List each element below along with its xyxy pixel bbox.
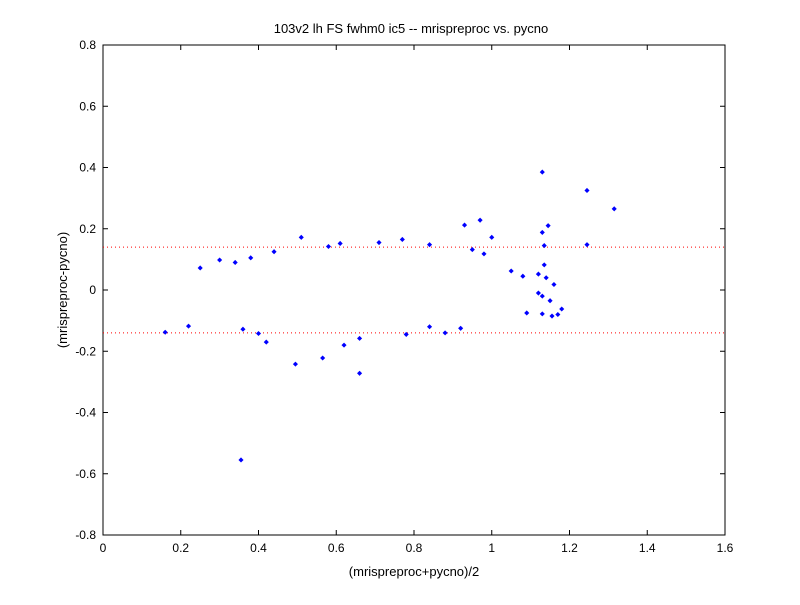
data-point bbox=[248, 255, 254, 261]
data-point bbox=[535, 271, 541, 277]
x-tick-label: 1.6 bbox=[717, 541, 734, 555]
y-tick-label: 0.6 bbox=[79, 99, 96, 113]
data-point bbox=[584, 187, 590, 194]
data-point bbox=[458, 325, 464, 331]
x-tick-label: 0.6 bbox=[328, 541, 345, 555]
x-tick-label: 0 bbox=[100, 541, 107, 555]
data-point bbox=[292, 361, 298, 367]
plot-area bbox=[102, 44, 726, 536]
data-point bbox=[427, 242, 433, 248]
x-tick-label: 1 bbox=[488, 541, 495, 555]
data-point bbox=[543, 275, 549, 281]
y-tick-label: -0.6 bbox=[75, 467, 96, 481]
data-point bbox=[217, 257, 223, 263]
y-axis-label: (mrispreproc-pycno) bbox=[55, 232, 70, 348]
data-point bbox=[403, 331, 409, 337]
data-point bbox=[320, 355, 326, 361]
x-tick-label: 0.4 bbox=[250, 541, 267, 555]
data-point bbox=[185, 323, 192, 329]
data-point bbox=[255, 330, 262, 337]
data-point bbox=[549, 313, 555, 319]
data-point bbox=[477, 217, 483, 223]
data-point bbox=[551, 281, 557, 288]
data-point bbox=[197, 265, 203, 271]
data-point bbox=[469, 247, 475, 253]
data-point bbox=[357, 335, 363, 341]
data-point bbox=[232, 259, 238, 265]
data-point bbox=[238, 457, 244, 463]
data-point bbox=[341, 342, 347, 348]
y-tick-label: 0.8 bbox=[79, 38, 96, 52]
data-point bbox=[399, 236, 405, 243]
axis-ticks: 0 0.2 0.4 0.6 0.8 1 1.2 1.4 1.6 -0.8 -0.6 -0.4 -0.2 0… bbox=[75, 38, 733, 555]
data-point bbox=[357, 370, 363, 376]
data-point bbox=[442, 330, 448, 336]
x-tick-label: 1.4 bbox=[639, 541, 656, 555]
y-tick-label: 0 bbox=[89, 283, 96, 297]
data-point bbox=[162, 329, 168, 335]
data-point bbox=[271, 249, 277, 255]
y-tick-label: -0.8 bbox=[75, 528, 96, 542]
x-tick-label: 1.2 bbox=[561, 541, 578, 555]
data-point bbox=[489, 234, 495, 240]
data-point bbox=[539, 293, 545, 299]
y-tick-label: 0.2 bbox=[79, 222, 96, 236]
data-point bbox=[584, 242, 590, 248]
y-tick-label: 0.4 bbox=[79, 161, 96, 175]
data-point bbox=[240, 326, 246, 332]
x-tick-label: 0.8 bbox=[406, 541, 423, 555]
x-tick-label: 0.2 bbox=[172, 541, 189, 555]
y-tick-label: -0.2 bbox=[75, 344, 96, 358]
data-point bbox=[520, 273, 526, 279]
chart-title: 103v2 lh FS fwhm0 ic5 -- mrispreproc vs.… bbox=[274, 21, 549, 36]
data-point bbox=[427, 324, 433, 330]
data-point bbox=[545, 223, 551, 229]
data-point bbox=[263, 339, 269, 345]
y-tick-label: -0.4 bbox=[75, 406, 96, 420]
x-axis-label: (mrispreproc+pycno)/2 bbox=[349, 564, 479, 579]
data-point bbox=[524, 310, 530, 316]
data-point bbox=[559, 306, 565, 312]
data-point bbox=[547, 298, 553, 304]
